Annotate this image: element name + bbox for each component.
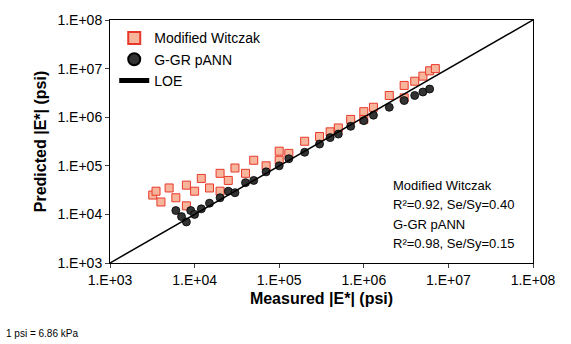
svg-text:1.E+03: 1.E+03	[88, 272, 133, 288]
svg-text:1.E+08: 1.E+08	[57, 12, 102, 28]
svg-text:Predicted |E*| (psi): Predicted |E*| (psi)	[32, 71, 49, 212]
svg-text:Modified Witczak: Modified Witczak	[154, 30, 261, 46]
svg-text:1.E+04: 1.E+04	[57, 206, 102, 222]
svg-text:1.E+06: 1.E+06	[341, 272, 386, 288]
svg-text:R²=0.98, Se/Sy=0.15: R²=0.98, Se/Sy=0.15	[393, 236, 514, 251]
svg-text:Measured |E*| (psi): Measured |E*| (psi)	[250, 290, 393, 307]
svg-text:G-GR pANN: G-GR pANN	[393, 217, 465, 232]
svg-text:R²=0.92, Se/Sy=0.40: R²=0.92, Se/Sy=0.40	[393, 197, 514, 212]
svg-text:1.E+08: 1.E+08	[511, 272, 556, 288]
svg-text:Modified Witczak: Modified Witczak	[393, 178, 492, 193]
svg-text:1.E+04: 1.E+04	[172, 272, 217, 288]
svg-text:1 psi = 6.86 kPa: 1 psi = 6.86 kPa	[6, 328, 78, 339]
svg-text:1.E+06: 1.E+06	[57, 109, 102, 125]
svg-text:LOE: LOE	[154, 73, 182, 89]
svg-text:1.E+03: 1.E+03	[57, 255, 102, 271]
svg-text:1.E+07: 1.E+07	[426, 272, 471, 288]
svg-text:1.E+05: 1.E+05	[57, 158, 102, 174]
svg-text:G-GR pANN: G-GR pANN	[154, 52, 232, 68]
svg-text:1.E+07: 1.E+07	[57, 61, 102, 77]
svg-text:1.E+05: 1.E+05	[257, 272, 302, 288]
